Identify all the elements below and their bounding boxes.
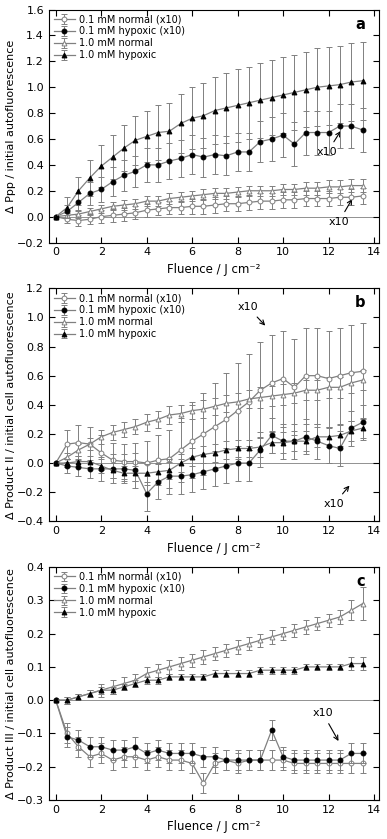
- X-axis label: Fluence / J cm⁻²: Fluence / J cm⁻²: [167, 263, 260, 276]
- Text: a: a: [356, 17, 365, 32]
- Text: x10: x10: [324, 487, 349, 508]
- Legend: 0.1 mM normal (x10), 0.1 mM hypoxic (x10), 1.0 mM normal, 1.0 mM hypoxic: 0.1 mM normal (x10), 0.1 mM hypoxic (x10…: [52, 291, 187, 341]
- Text: c: c: [357, 574, 365, 589]
- Text: x10: x10: [238, 302, 264, 325]
- Legend: 0.1 mM normal (x10), 0.1 mM hypoxic (x10), 1.0 mM normal, 1.0 mM hypoxic: 0.1 mM normal (x10), 0.1 mM hypoxic (x10…: [52, 570, 187, 620]
- Text: x10: x10: [313, 708, 338, 740]
- X-axis label: Fluence / J cm⁻²: Fluence / J cm⁻²: [167, 542, 260, 555]
- Y-axis label: Δ Ppp / initial autofluorescence: Δ Ppp / initial autofluorescence: [5, 39, 15, 212]
- X-axis label: Fluence / J cm⁻²: Fluence / J cm⁻²: [167, 821, 260, 833]
- Y-axis label: Δ Product II / initial cell autofluorescence: Δ Product II / initial cell autofluoresc…: [5, 291, 15, 519]
- Text: x10: x10: [317, 132, 340, 157]
- Text: b: b: [355, 295, 365, 310]
- Y-axis label: Δ Product III / initial cell autofluorescence: Δ Product III / initial cell autofluores…: [5, 568, 15, 799]
- Legend: 0.1 mM normal (x10), 0.1 mM hypoxic (x10), 1.0 mM normal, 1.0 mM hypoxic: 0.1 mM normal (x10), 0.1 mM hypoxic (x10…: [52, 13, 187, 62]
- Text: x10: x10: [329, 200, 351, 227]
